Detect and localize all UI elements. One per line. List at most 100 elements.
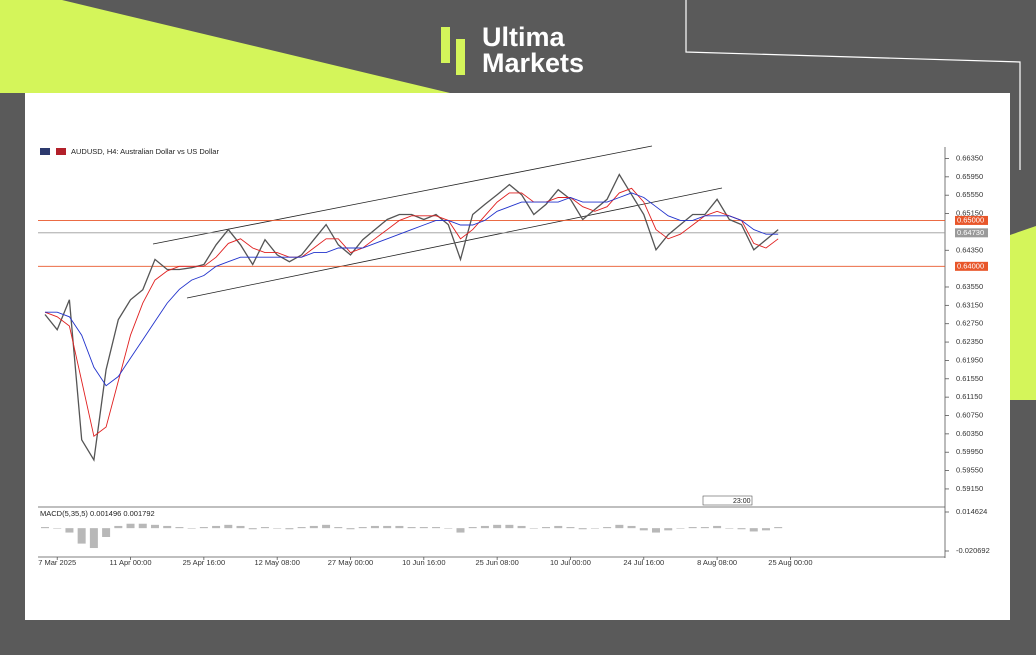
y-tick-label: 0.65950 [956, 172, 983, 181]
macd-bar [260, 527, 269, 529]
macd-bar [346, 528, 355, 530]
indicator-tick-label: 0.014624 [956, 507, 987, 516]
price-line [45, 192, 779, 387]
macd-bar [114, 525, 123, 529]
x-tick-label: 24 Jul 16:00 [623, 558, 664, 567]
macd-bar [102, 528, 111, 537]
macd-bar [41, 527, 49, 529]
macd-bar [554, 525, 563, 529]
x-tick-label: 8 Aug 08:00 [697, 558, 737, 567]
macd-bar [761, 528, 770, 531]
macd-bar [627, 525, 636, 529]
flag-icon [40, 148, 50, 155]
price-line [44, 173, 779, 462]
macd-bar [77, 528, 86, 544]
level-label: 0.65000 [957, 215, 984, 224]
y-tick-label: 0.64350 [956, 245, 983, 254]
brand-line: Markets [482, 48, 584, 78]
macd-bar [590, 528, 599, 529]
macd-bar [493, 524, 502, 529]
macd-bar [407, 527, 416, 529]
macd-bar [370, 525, 379, 529]
level-label: 0.64000 [957, 261, 984, 270]
brand-line: Ultima [482, 22, 566, 52]
macd-bar [737, 528, 746, 530]
macd-bar [248, 528, 257, 530]
time-marker-box [702, 495, 753, 506]
macd-bar [603, 527, 612, 529]
macd-bar [358, 527, 367, 529]
x-tick-label: 10 Jul 00:00 [550, 558, 591, 567]
macd-bar [334, 527, 343, 529]
macd-bar [65, 528, 74, 533]
macd-bar [456, 528, 465, 533]
macd-bar [468, 527, 477, 529]
macd-bar [395, 525, 404, 529]
macd-bar [212, 525, 221, 529]
y-tick-label: 0.61950 [956, 355, 983, 364]
accent-band [1010, 226, 1036, 400]
macd-bar [615, 524, 624, 529]
y-tick-label: 0.61150 [956, 392, 983, 401]
y-tick-label: 0.62750 [956, 319, 983, 328]
level-label: 0.64730 [957, 228, 984, 237]
macd-bar [297, 527, 306, 529]
y-tick-label: 0.60750 [956, 410, 983, 419]
macd-bar [187, 528, 196, 529]
macd-bar [529, 528, 538, 529]
decor-line [685, 0, 1021, 170]
macd-bar [700, 527, 709, 529]
x-tick-label: 11 Apr 00:00 [110, 558, 152, 567]
macd-bar [774, 527, 783, 529]
macd-bar [199, 527, 208, 529]
x-tick-label: 7 Mar 2025 [38, 558, 76, 567]
x-tick-label: 27 May 00:00 [328, 558, 373, 567]
macd-bar [285, 528, 294, 530]
level-box [955, 261, 988, 271]
macd-bar [150, 524, 159, 529]
logo-mark [456, 39, 465, 75]
accent-band [0, 0, 450, 93]
x-tick-label: 10 Jun 16:00 [402, 558, 445, 567]
macd-bar [163, 525, 172, 529]
macd-bar [322, 524, 331, 529]
time-marker: 23:00 [733, 498, 751, 505]
macd-bar [383, 525, 392, 529]
y-tick-label: 0.65550 [956, 190, 983, 199]
macd-bar [676, 528, 685, 529]
macd-bar [639, 528, 648, 531]
flag-icon [56, 148, 66, 155]
y-tick-label: 0.62350 [956, 337, 983, 346]
macd-bar [444, 528, 453, 529]
macd-bar [309, 525, 318, 529]
macd-bar [273, 528, 282, 529]
level-box [955, 215, 988, 225]
macd-bar [175, 527, 184, 529]
logo-mark [441, 27, 450, 63]
trend-line [152, 145, 653, 245]
macd-bar [566, 527, 575, 529]
macd-bar [505, 524, 514, 529]
x-tick-label: 12 May 08:00 [254, 558, 299, 567]
macd-bar [688, 527, 697, 529]
y-tick-label: 0.66350 [956, 153, 983, 162]
price-line [44, 187, 779, 437]
level-box [955, 228, 988, 238]
y-tick-label: 0.65150 [956, 209, 983, 218]
macd-bar [480, 525, 489, 529]
macd-bar [53, 528, 62, 529]
macd-bar [578, 528, 587, 530]
macd-bar [725, 528, 734, 529]
macd-bar [236, 525, 245, 529]
x-tick-label: 25 Jun 08:00 [475, 558, 518, 567]
y-tick-label: 0.63150 [956, 300, 983, 309]
macd-bar [126, 523, 135, 529]
macd-bar [749, 528, 758, 532]
macd-bar [713, 525, 722, 529]
macd-bar [138, 523, 147, 529]
macd-bar [89, 528, 98, 549]
x-tick-label: 25 Apr 16:00 [183, 558, 226, 567]
macd-bar [517, 525, 526, 529]
